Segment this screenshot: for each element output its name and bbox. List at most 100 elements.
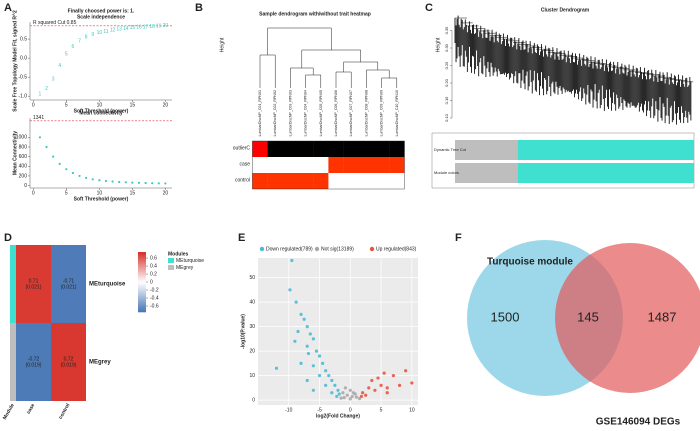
point [336, 388, 340, 392]
point [370, 378, 374, 383]
point [330, 378, 334, 383]
y-tick-label: 0 [252, 397, 255, 403]
cell-value: -0.72 [28, 356, 40, 362]
point [337, 392, 341, 396]
trait-cell [358, 141, 375, 157]
chart-title: Scale independence [77, 14, 125, 20]
trait-cell [389, 157, 405, 173]
point [305, 325, 309, 329]
point-label: 9 [91, 32, 94, 38]
colorbar-step [138, 288, 146, 291]
trait-cell [358, 157, 375, 173]
colorbar-step [138, 272, 146, 275]
point [343, 386, 347, 390]
point [379, 383, 383, 387]
point [98, 179, 101, 182]
y-axis-label: Height [435, 37, 441, 52]
point [339, 396, 343, 400]
y-tick-label: 0.35 [444, 26, 449, 35]
legend-swatch [314, 246, 320, 252]
point [345, 393, 349, 397]
point-label: 2 [45, 86, 48, 92]
heatmap-cell [51, 245, 86, 323]
point-label: 17 [143, 24, 149, 30]
point [293, 339, 297, 343]
heatmap-cell [16, 245, 51, 323]
point [385, 386, 389, 390]
point [78, 174, 81, 178]
y-tick-label: -0.5 [18, 74, 27, 80]
x-tick-label: 0 [349, 407, 352, 413]
leaf-label: LumbarDiscNP_C09_RPN09 [380, 90, 384, 136]
point [391, 374, 395, 378]
point [124, 181, 127, 184]
point-label: 16 [136, 25, 142, 31]
y-tick-label: 400 [19, 164, 28, 170]
colorbar-step [138, 294, 146, 297]
trait-cell [252, 141, 268, 157]
trait-cell [389, 141, 405, 157]
legend-label: Up regulated(843) [376, 246, 417, 252]
cell-pvalue: (0.019) [26, 362, 42, 368]
trait-cell [374, 141, 390, 157]
module-strip [10, 245, 16, 323]
trait-cell [343, 173, 359, 189]
cell-pvalue: (0.019) [61, 362, 77, 368]
plot-frame [258, 258, 418, 405]
point [65, 168, 68, 171]
point [357, 397, 362, 401]
trait-frame [252, 140, 405, 190]
x-tick-label: 5 [65, 102, 68, 108]
y-tick-label: 0.20 [444, 78, 449, 87]
colorbar-step [138, 276, 146, 279]
y-axis-label: Scale Free Topology Model Fit, signed R^… [12, 10, 18, 112]
colorbar-step [138, 310, 146, 313]
x-axis-label: Soft Threshold (power) [74, 196, 129, 202]
column-label: case [26, 402, 37, 415]
colorbar-label: -0.2 [150, 287, 159, 293]
point-label: 8 [85, 35, 88, 41]
leaf-label: LumbarDiscNP_C05_RPN05 [319, 90, 323, 136]
point-label: 5 [65, 52, 68, 58]
point [305, 344, 309, 348]
trait-cell [358, 173, 375, 189]
chart-title: Cluster Dendrogram [541, 7, 590, 13]
y-tick-label: 800 [19, 144, 28, 150]
point [354, 395, 359, 399]
point-label: 11 [103, 29, 108, 35]
colorbar-label: 0.4 [150, 263, 157, 269]
point-label: 3 [52, 76, 55, 82]
y-axis-label: -log10(P.value) [240, 314, 246, 349]
point [342, 396, 346, 400]
y-tick-label: 30 [249, 324, 255, 330]
point [111, 180, 114, 183]
y-tick-label: 0.25 [444, 61, 449, 70]
venn-set [555, 243, 700, 393]
colorbar-step [138, 260, 146, 263]
venn-count: 1500 [491, 309, 520, 324]
cell-value: 0.71 [29, 278, 39, 284]
colorbar-step [138, 264, 146, 267]
point [45, 145, 48, 149]
trait-label: control [235, 177, 250, 183]
point [306, 351, 311, 356]
point [397, 383, 402, 387]
colorbar-step [138, 300, 146, 303]
point [71, 171, 75, 175]
y-axis-label: Height [219, 37, 225, 52]
colorbar-step [138, 308, 146, 311]
x-tick-label: -5 [317, 407, 322, 413]
trait-cell [313, 157, 329, 173]
point [324, 383, 328, 387]
leaf-label: LumbarDiscNP_C07_RPN07 [349, 90, 353, 136]
colorbar-step [138, 292, 146, 295]
x-tick-label: 5 [65, 190, 68, 196]
trait-cell [374, 173, 390, 189]
y-tick-label: 50 [249, 275, 255, 281]
color-band-grey [455, 140, 518, 160]
point [38, 136, 42, 139]
colorbar-step [138, 286, 146, 289]
color-band-turquoise [518, 163, 694, 183]
y-tick-label: 0.10 [444, 113, 449, 122]
colorbar-step [138, 282, 146, 285]
